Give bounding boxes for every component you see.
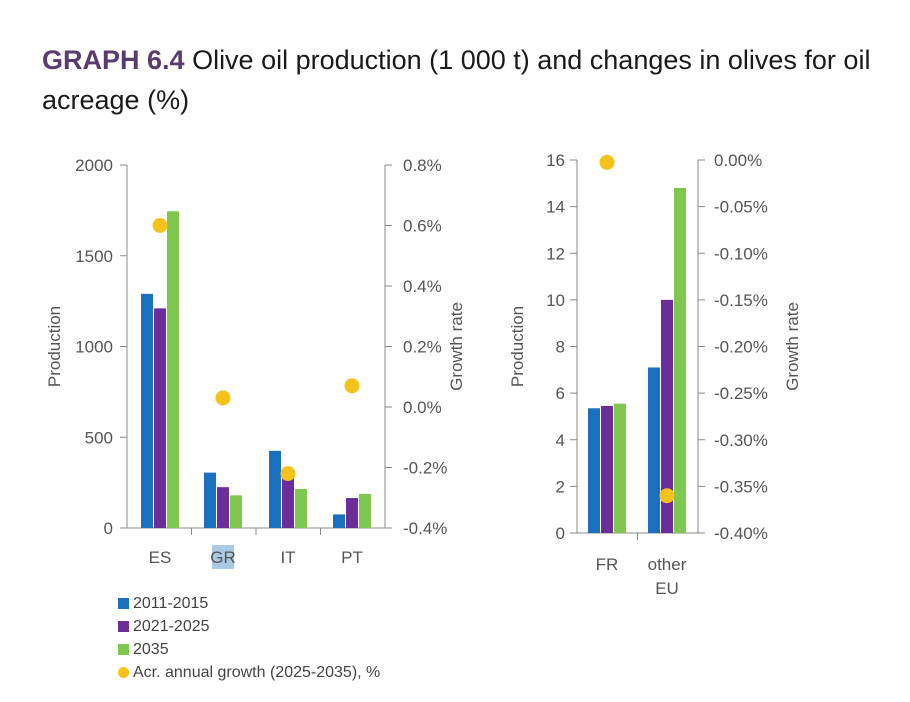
y-tick-label: 500 xyxy=(85,428,113,447)
x-tick-label: IT xyxy=(280,548,295,567)
y2-tick-label: 0.6% xyxy=(403,217,442,236)
y2-tick-label: 0.4% xyxy=(403,277,442,296)
y2-tick-label: -0.35% xyxy=(714,477,768,496)
y-tick-label: 0 xyxy=(104,519,113,538)
x-tick-label: PT xyxy=(341,548,363,567)
chart-title: GRAPH 6.4 Olive oil production (1 000 t)… xyxy=(42,40,882,120)
bar-2011-2015-PT xyxy=(333,514,345,528)
bar-2011-2015-ES xyxy=(141,293,153,528)
y-tick-label: 4 xyxy=(556,431,565,450)
y-tick-label: 2000 xyxy=(75,156,113,175)
y-tick-label: 2 xyxy=(556,477,565,496)
bar-2035-IT xyxy=(295,488,307,528)
y2-tick-label: 0.00% xyxy=(714,151,762,170)
y-tick-label: 10 xyxy=(546,291,565,310)
legend: 2011-2015 2021-2025 2035 Acr. annual gro… xyxy=(118,592,380,684)
graph-title-text: Olive oil production (1 000 t) and chang… xyxy=(42,45,871,115)
graph-number: GRAPH 6.4 xyxy=(42,45,185,75)
growth-dot-GR xyxy=(215,390,231,406)
bar-2021-2025-IT xyxy=(282,475,294,528)
y2-axis-title: Growth rate xyxy=(447,302,466,391)
bar-2011-2015-FR xyxy=(588,408,600,533)
bar-2035-GR xyxy=(230,495,242,528)
y2-tick-label: -0.10% xyxy=(714,244,768,263)
growth-dot-ES xyxy=(152,218,168,233)
legend-swatch-2021-2025 xyxy=(118,621,129,632)
bar-2035-other-EU xyxy=(674,187,686,533)
legend-item-growth: Acr. annual growth (2025-2035), % xyxy=(118,661,380,684)
y-tick-label: 1000 xyxy=(75,338,113,357)
legend-item-2035: 2035 xyxy=(118,638,380,661)
y-tick-label: 16 xyxy=(546,151,565,170)
legend-item-2021-2025: 2021-2025 xyxy=(118,615,380,638)
legend-dot-growth xyxy=(118,667,129,678)
legend-swatch-2035 xyxy=(118,644,129,655)
bar-2035-ES xyxy=(167,211,179,528)
legend-label: 2021-2025 xyxy=(133,617,210,635)
y2-tick-label: -0.05% xyxy=(714,198,768,217)
y-tick-label: 0 xyxy=(556,524,565,543)
bar-2021-2025-PT xyxy=(346,498,358,528)
y2-tick-label: -0.30% xyxy=(714,431,768,450)
x-tick-label: EU xyxy=(655,579,679,598)
bar-2021-2025-FR xyxy=(601,405,613,533)
bar-2011-2015-other-EU xyxy=(648,367,660,533)
y-axis-title: Production xyxy=(508,306,527,387)
growth-dot-other-EU xyxy=(659,488,675,504)
y-tick-label: 14 xyxy=(546,198,565,217)
category-highlight xyxy=(212,545,234,569)
legend-swatch-2011-2015 xyxy=(118,598,129,609)
bar-2035-FR xyxy=(614,403,626,533)
y2-tick-label: -0.25% xyxy=(714,384,768,403)
y2-tick-label: -0.20% xyxy=(714,338,768,357)
legend-label: Acr. annual growth (2025-2035), % xyxy=(133,663,381,681)
y-axis-title: Production xyxy=(45,306,64,387)
y2-axis-title: Growth rate xyxy=(783,302,802,391)
bar-2035-PT xyxy=(359,493,371,528)
y2-tick-label: 0.2% xyxy=(403,338,442,357)
y2-tick-label: 0.0% xyxy=(403,398,442,417)
bar-2021-2025-other-EU xyxy=(661,299,673,533)
bar-2011-2015-IT xyxy=(269,450,281,528)
growth-dot-IT xyxy=(280,466,296,482)
y2-tick-label: -0.15% xyxy=(714,291,768,310)
bar-2011-2015-GR xyxy=(204,472,216,528)
x-tick-label: ES xyxy=(149,548,172,567)
x-tick-label: GR xyxy=(210,548,236,567)
legend-label: 2035 xyxy=(133,640,169,658)
legend-item-2011-2015: 2011-2015 xyxy=(118,592,380,615)
y-tick-label: 12 xyxy=(546,244,565,263)
y-tick-label: 6 xyxy=(556,384,565,403)
growth-dot-FR xyxy=(599,154,615,170)
y2-tick-label: -0.40% xyxy=(714,524,768,543)
y2-tick-label: -0.4% xyxy=(403,519,447,538)
x-tick-label: FR xyxy=(596,555,619,574)
y-tick-label: 8 xyxy=(556,338,565,357)
y-tick-label: 1500 xyxy=(75,247,113,266)
y2-tick-label: 0.8% xyxy=(403,156,442,175)
y2-tick-label: -0.2% xyxy=(403,459,447,478)
legend-label: 2011-2015 xyxy=(133,594,209,612)
bar-2021-2025-GR xyxy=(217,487,229,528)
growth-dot-PT xyxy=(344,378,360,394)
x-tick-label: other xyxy=(648,555,687,574)
bar-2021-2025-ES xyxy=(154,308,166,528)
